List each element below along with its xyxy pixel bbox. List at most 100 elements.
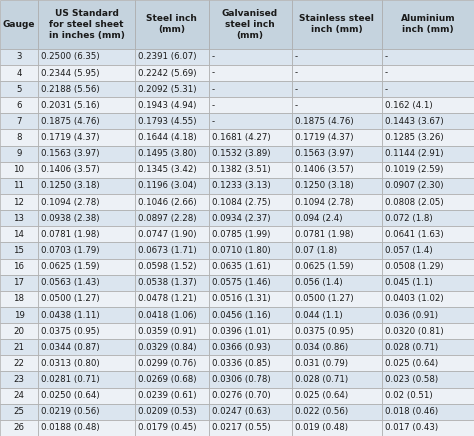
- Bar: [209, 146, 292, 162]
- Text: 0.0710 (1.80): 0.0710 (1.80): [212, 246, 271, 255]
- Text: 0.0907 (2.30): 0.0907 (2.30): [385, 181, 443, 191]
- Bar: [135, 371, 209, 388]
- Bar: [292, 323, 382, 339]
- Text: 8: 8: [16, 133, 22, 142]
- Text: 11: 11: [13, 181, 25, 191]
- Bar: [38, 0, 135, 49]
- Text: 0.0781 (1.98): 0.0781 (1.98): [295, 230, 353, 239]
- Text: Galvanised
steel inch
(mm): Galvanised steel inch (mm): [222, 9, 278, 40]
- Bar: [0, 259, 38, 275]
- Bar: [0, 129, 38, 146]
- Text: 0.1875 (4.76): 0.1875 (4.76): [41, 117, 100, 126]
- Bar: [292, 129, 382, 146]
- Text: 0.0281 (0.71): 0.0281 (0.71): [41, 375, 100, 384]
- Bar: [38, 242, 135, 259]
- Text: US Standard
for steel sheet
in inches (mm): US Standard for steel sheet in inches (m…: [48, 9, 125, 40]
- Bar: [209, 291, 292, 307]
- Bar: [38, 371, 135, 388]
- Bar: [135, 210, 209, 226]
- Text: -: -: [295, 101, 298, 110]
- Bar: [382, 291, 474, 307]
- Bar: [135, 291, 209, 307]
- Bar: [209, 97, 292, 113]
- Text: 0.057 (1.4): 0.057 (1.4): [385, 246, 432, 255]
- Bar: [209, 259, 292, 275]
- Text: 17: 17: [13, 278, 25, 287]
- Bar: [382, 146, 474, 162]
- Text: 6: 6: [16, 101, 22, 110]
- Bar: [0, 420, 38, 436]
- Text: 0.0575 (1.46): 0.0575 (1.46): [212, 278, 271, 287]
- Bar: [209, 404, 292, 420]
- Bar: [135, 162, 209, 178]
- Text: 0.017 (0.43): 0.017 (0.43): [385, 423, 438, 433]
- Bar: [382, 129, 474, 146]
- Text: 0.0781 (1.98): 0.0781 (1.98): [41, 230, 100, 239]
- Bar: [0, 49, 38, 65]
- Text: 0.1495 (3.80): 0.1495 (3.80): [138, 149, 197, 158]
- Text: 0.0673 (1.71): 0.0673 (1.71): [138, 246, 197, 255]
- Bar: [135, 194, 209, 210]
- Text: 5: 5: [16, 85, 22, 94]
- Text: 25: 25: [13, 407, 25, 416]
- Text: -: -: [295, 52, 298, 61]
- Bar: [0, 404, 38, 420]
- Bar: [209, 226, 292, 242]
- Text: 0.0344 (0.87): 0.0344 (0.87): [41, 343, 100, 352]
- Text: 0.2500 (6.35): 0.2500 (6.35): [41, 52, 100, 61]
- Text: 0.0703 (1.79): 0.0703 (1.79): [41, 246, 100, 255]
- Bar: [38, 97, 135, 113]
- Text: 21: 21: [13, 343, 25, 352]
- Bar: [382, 162, 474, 178]
- Bar: [292, 355, 382, 371]
- Text: 20: 20: [13, 327, 25, 336]
- Text: 0.028 (0.71): 0.028 (0.71): [295, 375, 348, 384]
- Bar: [382, 259, 474, 275]
- Text: 3: 3: [16, 52, 22, 61]
- Bar: [135, 178, 209, 194]
- Text: 12: 12: [13, 198, 25, 207]
- Text: 0.0375 (0.95): 0.0375 (0.95): [295, 327, 353, 336]
- Bar: [209, 420, 292, 436]
- Bar: [209, 307, 292, 323]
- Text: 0.0403 (1.02): 0.0403 (1.02): [385, 294, 444, 303]
- Text: Aluminium
inch (mm): Aluminium inch (mm): [401, 14, 455, 34]
- Bar: [38, 355, 135, 371]
- Text: 0.0179 (0.45): 0.0179 (0.45): [138, 423, 197, 433]
- Text: 22: 22: [13, 359, 25, 368]
- Bar: [292, 162, 382, 178]
- Bar: [382, 307, 474, 323]
- Text: 24: 24: [13, 391, 25, 400]
- Bar: [135, 146, 209, 162]
- Text: 0.2188 (5.56): 0.2188 (5.56): [41, 85, 100, 94]
- Text: 0.0239 (0.61): 0.0239 (0.61): [138, 391, 197, 400]
- Bar: [292, 210, 382, 226]
- Bar: [292, 0, 382, 49]
- Bar: [0, 113, 38, 129]
- Bar: [0, 275, 38, 291]
- Text: 0.0598 (1.52): 0.0598 (1.52): [138, 262, 197, 271]
- Text: 4: 4: [16, 68, 22, 78]
- Bar: [382, 0, 474, 49]
- Text: 0.1285 (3.26): 0.1285 (3.26): [385, 133, 444, 142]
- Text: 0.1094 (2.78): 0.1094 (2.78): [41, 198, 100, 207]
- Text: 0.1084 (2.75): 0.1084 (2.75): [212, 198, 271, 207]
- Bar: [135, 242, 209, 259]
- Text: 0.0250 (0.64): 0.0250 (0.64): [41, 391, 100, 400]
- Text: 0.023 (0.58): 0.023 (0.58): [385, 375, 438, 384]
- Text: 0.0366 (0.93): 0.0366 (0.93): [212, 343, 270, 352]
- Bar: [382, 226, 474, 242]
- Bar: [382, 194, 474, 210]
- Bar: [292, 65, 382, 81]
- Text: 0.0785 (1.99): 0.0785 (1.99): [212, 230, 270, 239]
- Text: 0.0563 (1.43): 0.0563 (1.43): [41, 278, 100, 287]
- Text: 0.1019 (2.59): 0.1019 (2.59): [385, 165, 443, 174]
- Bar: [209, 113, 292, 129]
- Bar: [292, 178, 382, 194]
- Bar: [209, 339, 292, 355]
- Text: 0.1250 (3.18): 0.1250 (3.18): [41, 181, 100, 191]
- Bar: [209, 65, 292, 81]
- Bar: [209, 81, 292, 97]
- Text: 0.028 (0.71): 0.028 (0.71): [385, 343, 438, 352]
- Bar: [135, 307, 209, 323]
